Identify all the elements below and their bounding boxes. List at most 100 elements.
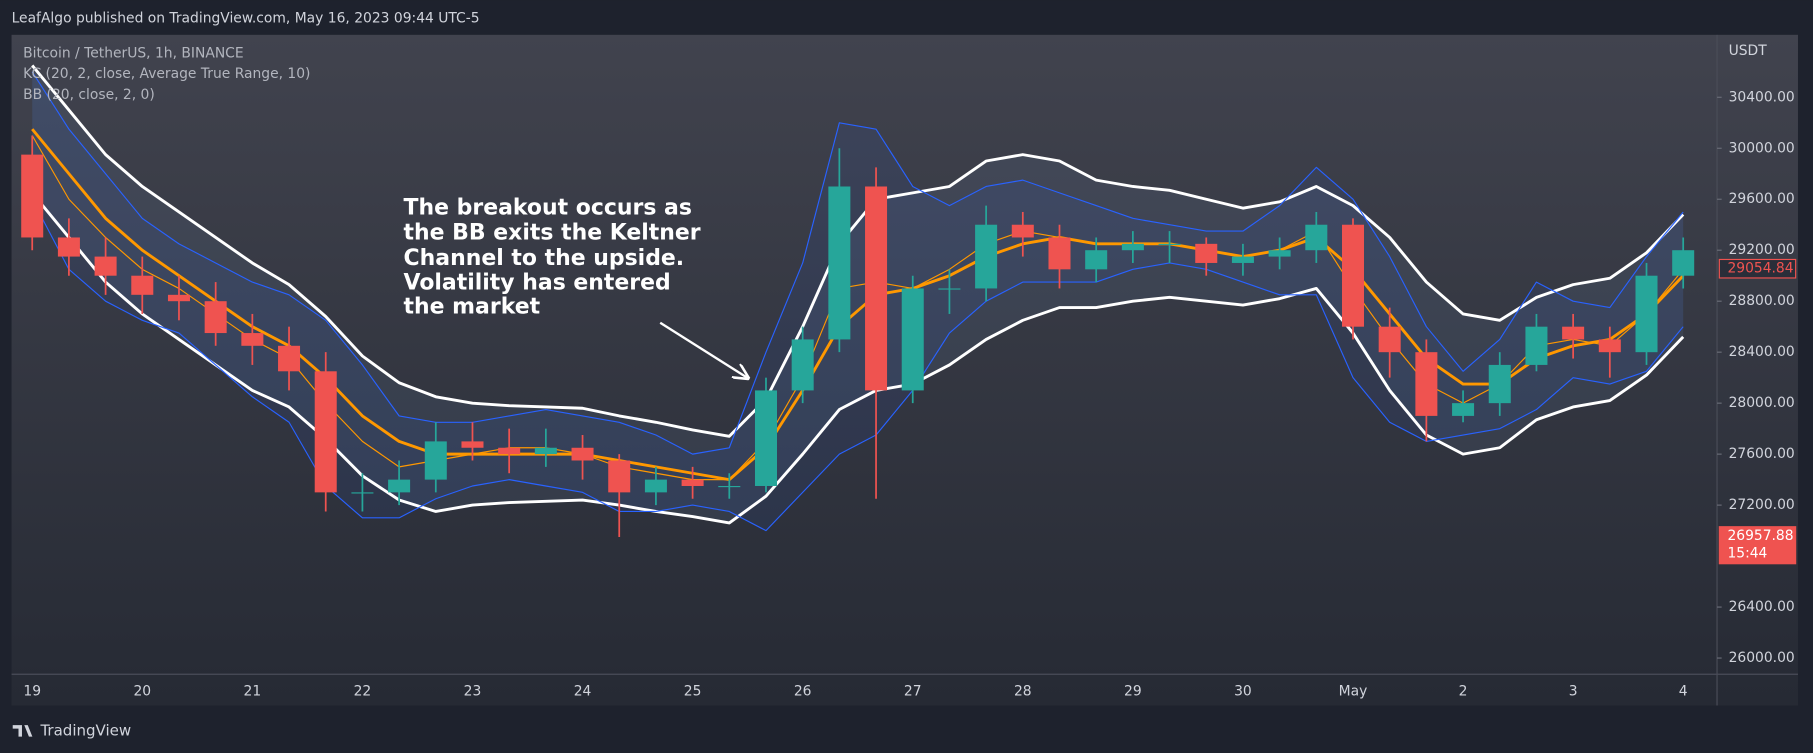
candle-body: [167, 294, 190, 302]
candle-body: [94, 256, 117, 276]
candle-body: [461, 441, 484, 448]
candle-body: [1158, 243, 1181, 245]
price-marker-label: 29054.84: [1727, 261, 1793, 277]
band-fill: [32, 71, 1684, 531]
candle-body: [1598, 339, 1621, 353]
x-tick-label: 19: [23, 684, 41, 700]
candle-body: [681, 479, 704, 486]
plot: [21, 64, 1695, 537]
x-tick-label: 22: [354, 684, 372, 700]
candle-body: [571, 447, 594, 461]
annotation-line: Volatility has entered: [404, 270, 671, 295]
y-tick-label: 28000.00: [1729, 395, 1795, 411]
indicator-line: [31, 71, 1684, 455]
candle-body: [828, 186, 851, 340]
y-tick-label: 29200.00: [1729, 242, 1795, 258]
candle-body: [1488, 364, 1511, 404]
candle-body: [1085, 250, 1108, 270]
header-text: LeafAlgo published on TradingView.com, M…: [12, 11, 480, 27]
candle-body: [131, 275, 154, 295]
candle-body: [718, 485, 741, 488]
y-tick-label: 30000.00: [1729, 140, 1795, 156]
price-countdown: 15:44: [1727, 545, 1767, 561]
candle-body: [498, 447, 521, 455]
candle-body: [1525, 326, 1548, 365]
x-tick-label: 27: [904, 684, 922, 700]
x-tick-label: 29: [1124, 684, 1142, 700]
candle-body: [1452, 403, 1475, 416]
price-marker: [1718, 258, 1797, 279]
candle-body: [278, 345, 301, 372]
footer-text: TradingView: [39, 721, 131, 739]
candle-body: [314, 371, 337, 493]
candle-body: [754, 390, 777, 486]
candle-body: [975, 224, 998, 289]
bb-legend: BB (20, close, 2, 0): [23, 87, 155, 103]
x-tick-label: 28: [1014, 684, 1032, 700]
annotation: The breakout occurs as the BB exits the …: [404, 195, 749, 378]
logo-icon: [12, 725, 33, 737]
x-tick-label: 20: [133, 684, 151, 700]
footer-logo: TradingView: [12, 721, 131, 739]
candle-body: [1195, 243, 1218, 263]
candle-body: [1231, 256, 1254, 263]
indicator-line: [31, 191, 1685, 525]
y-tick-label: 28800.00: [1729, 293, 1795, 309]
candle-body: [608, 460, 631, 493]
x-tick-label: 3: [1569, 684, 1578, 700]
candle-body: [865, 186, 888, 391]
candle-body: [1341, 224, 1365, 327]
candle-body: [1121, 243, 1144, 251]
indicator-line: [31, 198, 1684, 532]
symbol-legend: Bitcoin / TetherUS, 1h, BINANCE: [23, 45, 244, 61]
candle-body: [1562, 326, 1585, 340]
annotation-line: the BB exits the Keltner: [404, 221, 701, 246]
band-fill: [32, 65, 1684, 523]
x-tick-label: 25: [684, 684, 702, 700]
y-tick-label: 28400.00: [1729, 344, 1795, 360]
candle-body: [644, 479, 667, 493]
x-tick-label: 23: [464, 684, 482, 700]
candle-body: [1672, 250, 1695, 276]
candle-body: [901, 288, 924, 391]
candle-body: [1011, 224, 1034, 238]
indicator-line: [31, 135, 1684, 481]
x-tick-label: 4: [1679, 684, 1688, 700]
annotation-line: The breakout occurs as: [404, 195, 692, 220]
x-tick-label: 21: [244, 684, 262, 700]
price-marker-label: 26957.88: [1727, 528, 1793, 544]
annotation-arrow: [659, 321, 748, 379]
x-tick-label: May: [1339, 684, 1368, 700]
candle-body: [204, 301, 227, 334]
x-tick-label: 24: [574, 684, 592, 700]
candle-body: [1635, 275, 1658, 353]
annotation-line: Channel to the upside.: [404, 246, 685, 271]
candle-body: [57, 237, 80, 257]
candle-body: [1415, 352, 1438, 416]
y-tick-label: 27600.00: [1729, 446, 1795, 462]
candle-body: [241, 333, 264, 346]
x-tick-label: 2: [1459, 684, 1468, 700]
candle-body: [1305, 224, 1328, 251]
currency: USDT: [1729, 43, 1768, 59]
annotation-line: the market: [404, 295, 541, 320]
candle-body: [21, 154, 44, 238]
y-tick-label: 30400.00: [1729, 89, 1795, 105]
y-tick-label: 27200.00: [1729, 497, 1795, 513]
kc-legend: KC (20, 2, close, Average True Range, 10…: [23, 66, 310, 82]
candle-body: [938, 288, 961, 290]
candle-body: [791, 339, 814, 391]
candle-body: [1048, 237, 1071, 270]
candle-body: [424, 441, 447, 480]
price-marker: [1718, 526, 1797, 565]
indicator-line: [31, 64, 1685, 438]
candle-body: [388, 479, 411, 493]
candle-body: [1378, 326, 1401, 353]
candle-body: [534, 447, 557, 455]
axes: 26000.00 26400.00 27200.00 27600.00 28000.00…: [23, 89, 1797, 700]
y-tick-label: 29600.00: [1729, 191, 1795, 207]
candle-body: [1268, 250, 1291, 257]
candle-body: [351, 492, 374, 494]
